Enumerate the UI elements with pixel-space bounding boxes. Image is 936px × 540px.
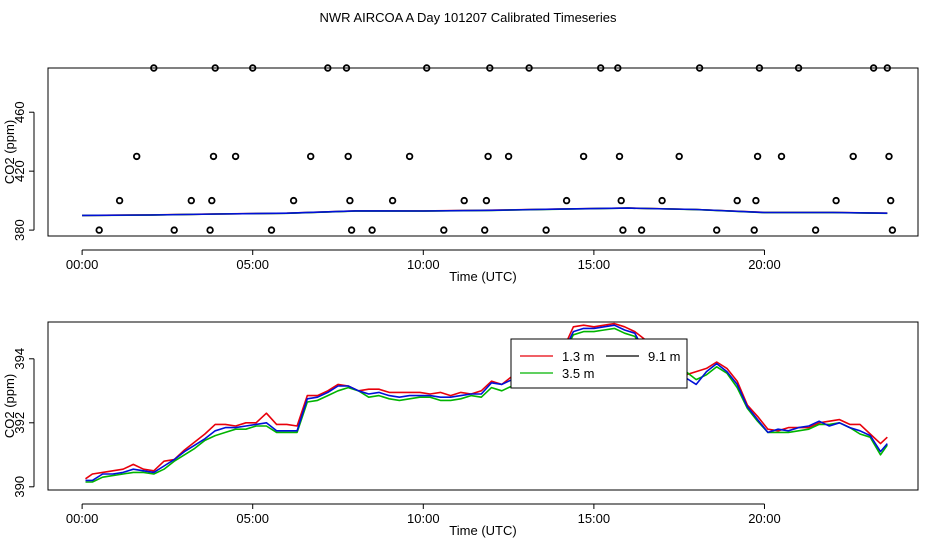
series-line-1-3-m — [85, 322, 888, 480]
legend-label-3-5m: 3.5 m — [562, 366, 595, 381]
scatter-point — [752, 196, 760, 205]
series-line-9-1-m — [85, 324, 888, 482]
x-tick-label: 15:00 — [578, 511, 611, 526]
scatter-point — [481, 226, 489, 234]
scatter-point — [750, 226, 758, 234]
scatter-point — [324, 64, 332, 72]
top-axes: 00:00 05:00 10:00 15:00 20:00 380 420 460 — [12, 101, 781, 272]
scatter-point — [187, 196, 195, 205]
x-tick-label: 05:00 — [236, 511, 269, 526]
scatter-point — [482, 196, 491, 205]
scatter-point — [347, 226, 356, 234]
legend: 1.3 m 3.5 m 9.1 m — [510, 338, 688, 389]
x-tick-label: 20:00 — [748, 257, 781, 272]
scatter-point — [675, 152, 683, 161]
top-y-axis-label: CO2 (ppm) — [2, 120, 17, 184]
scatter-point — [115, 196, 124, 205]
legend-box — [510, 338, 688, 389]
bottom-y-axis-label: CO2 (ppm) — [2, 374, 17, 438]
top-plot-frame — [47, 67, 919, 237]
scatter-point — [95, 226, 103, 234]
scatter-point — [132, 152, 141, 161]
scatter-point — [486, 64, 494, 72]
bottom-plot-frame — [47, 321, 919, 491]
scatter-point — [344, 152, 352, 161]
scatter-point — [755, 64, 764, 72]
scatter-point — [208, 196, 216, 205]
scatter-point — [579, 152, 588, 161]
scatter-point — [695, 64, 704, 72]
x-tick-label: 10:00 — [407, 511, 440, 526]
bottom-x-axis-label: Time (UTC) — [449, 523, 516, 538]
chart-title: NWR AIRCOA A Day 101207 Calibrated Times… — [320, 10, 617, 25]
top-data-marks — [82, 64, 897, 234]
scatter-point — [525, 64, 533, 72]
scatter-point — [597, 64, 605, 72]
y-tick-label: 380 — [12, 219, 27, 241]
scatter-point — [615, 152, 624, 161]
scatter-point — [248, 64, 257, 72]
scatter-point — [614, 64, 622, 72]
scatter-point — [289, 196, 298, 205]
scatter-point — [888, 226, 897, 234]
top-panel: 00:00 05:00 10:00 15:00 20:00 380 420 460 Time … — [2, 64, 919, 284]
scatter-point — [405, 152, 414, 161]
scatter-point — [460, 196, 468, 205]
scatter-point — [562, 196, 571, 205]
scatter-point — [342, 64, 351, 72]
series-line-3-5-m — [85, 327, 888, 483]
scatter-point — [849, 152, 857, 161]
scatter-point — [637, 226, 646, 234]
scatter-point — [388, 196, 397, 205]
scatter-point — [658, 196, 666, 205]
scatter-point — [883, 64, 891, 72]
scatter-point — [617, 196, 625, 205]
scatter-point — [753, 152, 762, 161]
series-line-9-1-m — [82, 207, 888, 217]
scatter-point — [887, 196, 895, 205]
bottom-axes: 00:00 05:00 10:00 15:00 20:00 390 392 394 — [12, 348, 781, 526]
scatter-point — [231, 152, 240, 161]
y-tick-label: 420 — [12, 160, 27, 182]
scatter-point — [869, 64, 878, 72]
scatter-point — [368, 226, 376, 234]
x-tick-label: 00:00 — [66, 257, 99, 272]
y-tick-label: 390 — [12, 476, 27, 498]
x-tick-label: 05:00 — [236, 257, 269, 272]
scatter-point — [440, 226, 448, 234]
scatter-point — [484, 152, 492, 161]
scatter-point — [211, 64, 219, 72]
scatter-point — [504, 152, 513, 161]
scatter-point — [150, 64, 158, 72]
scatter-point — [307, 152, 315, 161]
scatter-point — [267, 226, 276, 234]
legend-label-1-3m: 1.3 m — [562, 349, 595, 364]
scatter-point — [206, 226, 214, 234]
scatter-point — [713, 226, 721, 234]
x-tick-label: 00:00 — [66, 511, 99, 526]
y-tick-label: 392 — [12, 412, 27, 434]
y-tick-label: 394 — [12, 348, 27, 370]
x-tick-label: 20:00 — [748, 511, 781, 526]
scatter-point — [346, 196, 354, 205]
y-tick-label: 460 — [12, 101, 27, 123]
x-tick-label: 15:00 — [578, 257, 611, 272]
scatter-point — [170, 226, 178, 234]
x-tick-label: 10:00 — [407, 257, 440, 272]
bottom-panel: 00:00 05:00 10:00 15:00 20:00 390 392 394 1.3 m… — [2, 321, 919, 538]
scatter-point — [209, 152, 218, 161]
bottom-data-marks — [85, 322, 888, 483]
scatter-point — [777, 152, 786, 161]
top-x-axis-label: Time (UTC) — [449, 269, 516, 284]
scatter-point — [811, 226, 820, 234]
legend-label-9-1m: 9.1 m — [648, 349, 681, 364]
scatter-point — [832, 196, 840, 205]
scatter-point — [794, 64, 803, 72]
scatter-point — [423, 64, 431, 72]
scatter-point — [733, 196, 741, 205]
scatter-point — [885, 152, 893, 161]
scatter-point — [542, 226, 550, 234]
scatter-point — [619, 226, 627, 234]
